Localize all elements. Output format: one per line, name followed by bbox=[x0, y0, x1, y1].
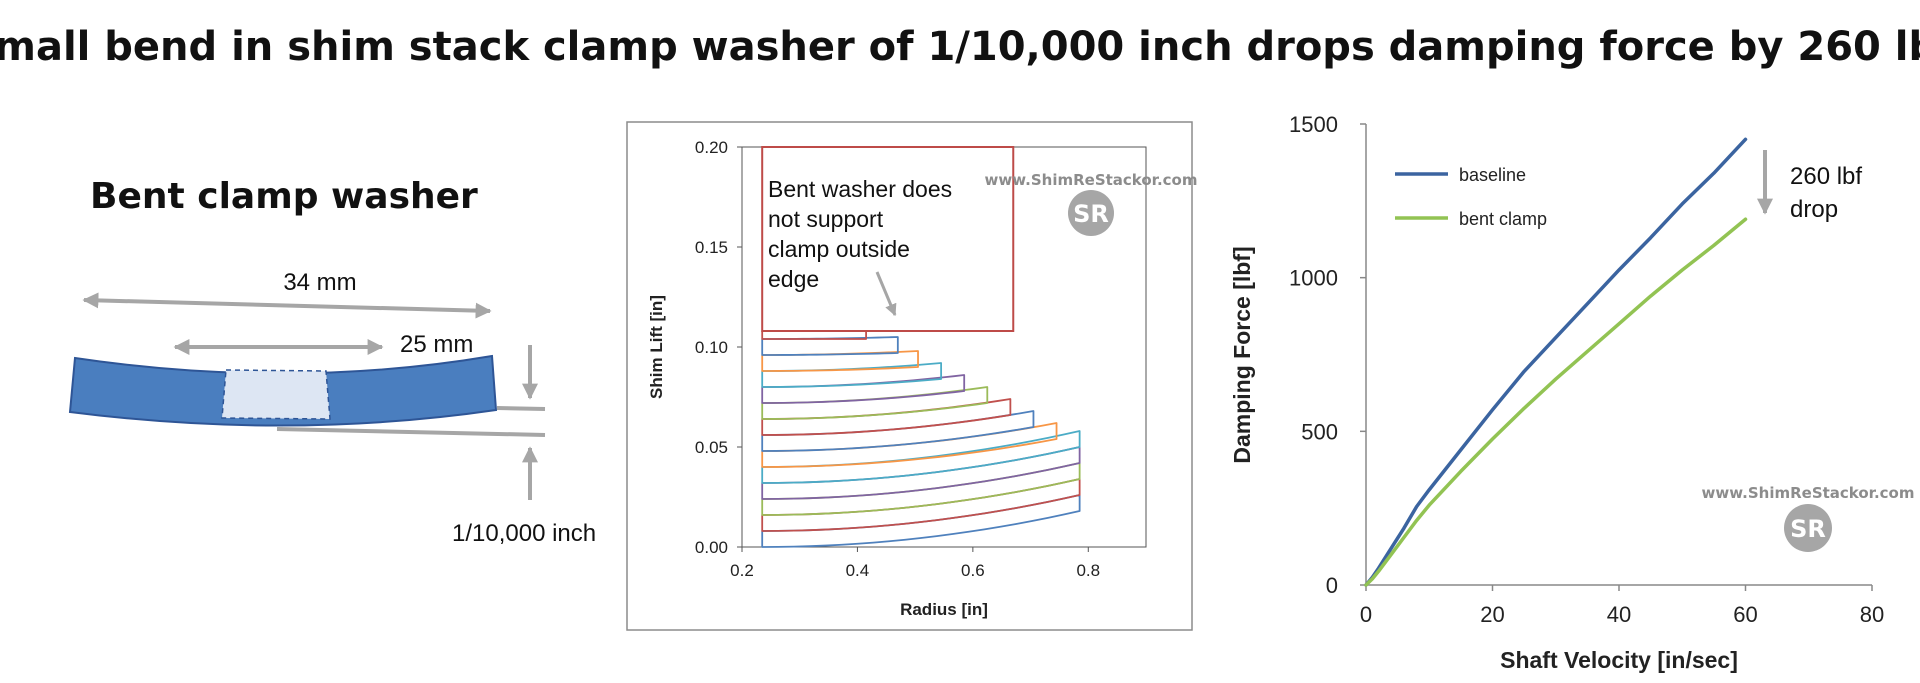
force-x-tick-label: 20 bbox=[1480, 602, 1504, 627]
force-x-tick-label: 0 bbox=[1360, 602, 1372, 627]
washer-heading: Bent clamp washer bbox=[90, 176, 478, 217]
watermark-logo-text-mid: SR bbox=[1073, 200, 1109, 228]
annotation-arrow bbox=[875, 271, 897, 317]
force-x-tick-label: 60 bbox=[1733, 602, 1757, 627]
force-axis-ticks: 0 20 40 60 80 0 500 1000 1500 bbox=[1289, 112, 1884, 627]
shim-x-tick-label: 0.2 bbox=[730, 561, 754, 580]
outer-dimension-arrow bbox=[82, 292, 492, 319]
shim-stack-series bbox=[761, 330, 1081, 548]
washer-diagram: Bent clamp washer 34 mm 25 mm 1/10,000 i… bbox=[68, 176, 596, 547]
force-y-tick-label: 500 bbox=[1301, 419, 1338, 444]
watermark-logo-right: SR www.ShimReStackor.com bbox=[1702, 484, 1915, 552]
watermark-logo-mid: SR www.ShimReStackor.com bbox=[985, 171, 1198, 236]
force-legend: baseline bent clamp bbox=[1395, 165, 1547, 229]
clamp-annotation: Bent washer does not support clamp outside… bbox=[768, 176, 952, 292]
legend-label-bent-clamp: bent clamp bbox=[1459, 209, 1547, 229]
drop-annotation: 260 lbf drop bbox=[1790, 163, 1862, 223]
force-series-lines bbox=[1364, 137, 1748, 587]
shim-y-tick-label: 0.20 bbox=[695, 138, 728, 157]
force-y-tick-label: 1500 bbox=[1289, 112, 1338, 137]
clamp-annotation-line: not support bbox=[768, 206, 884, 232]
drop-annotation-line: drop bbox=[1790, 196, 1838, 223]
force-x-tick-label: 40 bbox=[1607, 602, 1631, 627]
clamp-outline-box bbox=[761, 146, 1015, 332]
force-x-tick-label: 80 bbox=[1860, 602, 1884, 627]
shim-y-tick-label: 0.15 bbox=[695, 238, 728, 257]
figure-title: Small bend in shim stack clamp washer of… bbox=[0, 24, 1920, 70]
drop-annotation-line: 260 lbf bbox=[1790, 163, 1862, 190]
legend-label-baseline: baseline bbox=[1459, 165, 1526, 185]
outer-dimension-label: 34 mm bbox=[283, 269, 356, 296]
shim-x-axis-title: Radius [in] bbox=[900, 600, 988, 619]
series-line-bent-clamp bbox=[1364, 217, 1748, 587]
clamp-annotation-line: clamp outside bbox=[768, 236, 910, 262]
shim-y-tick-label: 0.10 bbox=[695, 338, 728, 357]
washer-edge-line bbox=[496, 406, 546, 411]
shim-y-tick-label: 0.00 bbox=[695, 538, 728, 557]
shim-x-tick-label: 0.8 bbox=[1076, 561, 1100, 580]
watermark-text-mid: www.ShimReStackor.com bbox=[985, 171, 1198, 189]
force-y-tick-label: 1000 bbox=[1289, 266, 1338, 291]
flat-reference-line bbox=[276, 427, 546, 437]
shim-y-axis-title: Shim Lift [in] bbox=[647, 295, 666, 399]
shim-x-tick-label: 0.6 bbox=[961, 561, 985, 580]
force-x-axis-title: Shaft Velocity [in/sec] bbox=[1500, 647, 1738, 673]
clamp-annotation-line: Bent washer does bbox=[768, 176, 952, 202]
force-y-axis-title: Damping Force [lbf] bbox=[1229, 246, 1255, 463]
shim-lift-chart: 0.2 0.4 0.6 0.8 0.00 0.05 0.10 0.15 0.20 Bent wa… bbox=[626, 121, 1198, 631]
washer-inner-section bbox=[221, 369, 331, 420]
inner-dimension-label: 25 mm bbox=[400, 331, 473, 358]
series-line-baseline bbox=[1364, 137, 1748, 587]
watermark-text-right: www.ShimReStackor.com bbox=[1702, 484, 1915, 502]
watermark-logo-text-right: SR bbox=[1790, 515, 1826, 543]
gap-label: 1/10,000 inch bbox=[452, 520, 596, 547]
shim-axis-ticks: 0.2 0.4 0.6 0.8 0.00 0.05 0.10 0.15 0.20 bbox=[695, 138, 1100, 580]
force-y-tick-label: 0 bbox=[1326, 573, 1338, 598]
shim-y-tick-label: 0.05 bbox=[695, 438, 728, 457]
clamp-annotation-line: edge bbox=[768, 266, 819, 292]
damping-force-chart: 0 20 40 60 80 0 500 1000 1500 baseline bent clam… bbox=[1229, 112, 1914, 673]
shim-x-tick-label: 0.4 bbox=[846, 561, 870, 580]
